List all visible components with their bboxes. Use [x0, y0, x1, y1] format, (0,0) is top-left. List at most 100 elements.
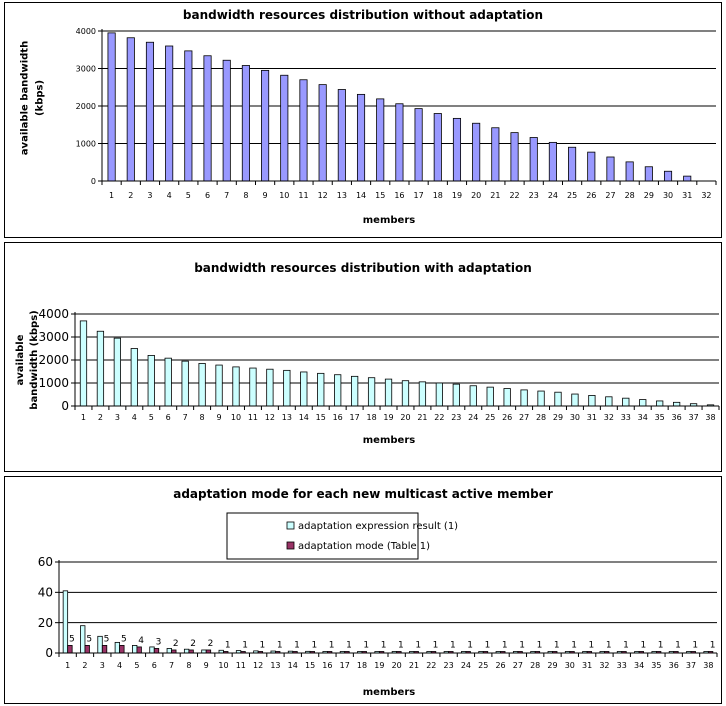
x-tick-label: 8: [200, 413, 205, 422]
x-tick-label: 4: [117, 661, 122, 670]
x-tick-label: 14: [299, 413, 309, 422]
x-tick-label: 20: [471, 191, 481, 200]
bandwidth-with-adaptation-chart: bandwidth resources distribution with ad…: [15, 261, 720, 446]
adaptation-mode-chart: adaptation mode for each new multicast a…: [38, 487, 718, 698]
x-tick-label: 13: [282, 413, 292, 422]
data-label: 1: [692, 640, 698, 650]
x-tick-label: 16: [333, 413, 343, 422]
bar-adaptation-mode: [119, 645, 125, 654]
data-label: 1: [346, 640, 352, 650]
bar-bandwidth: [351, 375, 359, 407]
x-tick-label: 37: [686, 661, 696, 670]
bar-bandwidth: [510, 132, 519, 182]
bar-bandwidth: [203, 55, 212, 182]
x-tick-label: 4: [167, 191, 172, 200]
data-label: 1: [675, 640, 681, 650]
bar-bandwidth: [113, 337, 121, 407]
x-tick-label: 18: [366, 413, 376, 422]
bar-bandwidth: [198, 363, 206, 407]
x-tick-label: 31: [582, 661, 592, 670]
x-tick-label: 12: [253, 661, 263, 670]
bar-bandwidth: [384, 378, 393, 407]
x-tick-label: 38: [703, 661, 713, 670]
bar-bandwidth: [96, 330, 105, 407]
x-tick-label: 32: [701, 191, 711, 200]
bar-expression-result: [183, 648, 190, 654]
bar-bandwidth: [486, 386, 494, 407]
x-tick-label: 30: [570, 413, 580, 422]
bar-bandwidth: [184, 50, 193, 182]
x-tick-label: 27: [519, 413, 529, 422]
bar-expression-result: [114, 641, 121, 654]
x-tick-label: 28: [625, 191, 635, 200]
x-tick-label: 2: [128, 191, 133, 200]
y-tick-label: 3000: [76, 64, 96, 73]
x-tick-label: 30: [663, 191, 673, 200]
data-label: 1: [277, 640, 283, 650]
x-tick-label: 29: [547, 661, 557, 670]
data-label: 1: [311, 640, 317, 650]
x-tick-label: 7: [169, 661, 174, 670]
x-tick-label: 6: [152, 661, 157, 670]
bar-bandwidth: [568, 146, 577, 182]
x-tick-label: 11: [236, 661, 246, 670]
bar-bandwidth: [433, 113, 442, 182]
chart-panel-without-adaptation: bandwidth resources distribution without…: [4, 2, 722, 238]
bar-bandwidth: [283, 369, 291, 407]
bar-expression-result: [80, 625, 86, 654]
y-tick-label: 2000: [76, 102, 96, 111]
data-label: 1: [589, 640, 595, 650]
bar-bandwidth: [537, 390, 545, 407]
x-tick-label: 3: [147, 191, 152, 200]
bandwidth-without-adaptation-chart: bandwidth resources distribution without…: [20, 8, 717, 226]
data-label: 1: [519, 640, 525, 650]
legend-box: [226, 512, 419, 560]
bar-bandwidth: [126, 37, 135, 182]
bar-bandwidth: [299, 79, 308, 182]
data-label: 1: [606, 640, 612, 650]
bar-bandwidth: [107, 32, 116, 182]
x-tick-label: 10: [279, 191, 289, 200]
data-label: 5: [121, 634, 127, 644]
x-tick-label: 20: [400, 413, 410, 422]
x-tick-label: 17: [350, 413, 360, 422]
x-tick-label: 8: [186, 661, 191, 670]
bar-bandwidth: [300, 371, 308, 407]
bar-bandwidth: [683, 175, 692, 182]
y-tick-label: 0: [45, 646, 53, 660]
bar-bandwidth: [435, 382, 443, 407]
data-label: 2: [173, 639, 179, 649]
data-label: 5: [86, 634, 92, 644]
y-tick-label: 2000: [38, 353, 69, 367]
data-label: 1: [329, 640, 335, 650]
data-label: 1: [554, 640, 560, 650]
x-tick-label: 9: [217, 413, 222, 422]
data-label: 1: [260, 640, 266, 650]
x-tick-label: 11: [248, 413, 258, 422]
data-label: 2: [208, 639, 214, 649]
bar-bandwidth: [181, 360, 189, 407]
data-label: 1: [467, 640, 473, 650]
x-tick-label: 22: [426, 661, 436, 670]
bar-bandwidth: [317, 372, 325, 407]
x-tick-label: 34: [638, 413, 648, 422]
bar-bandwidth: [639, 399, 647, 407]
bar-bandwidth: [261, 69, 270, 182]
x-tick-label: 24: [468, 413, 478, 422]
bar-bandwidth: [491, 127, 500, 182]
x-tick-label: 36: [669, 661, 679, 670]
x-tick-label: 22: [509, 191, 519, 200]
x-tick-label: 28: [530, 661, 540, 670]
x-tick-label: 18: [357, 661, 367, 670]
data-label: 5: [69, 634, 75, 644]
y-axis-label: (kbps): [35, 80, 46, 116]
bar-bandwidth: [249, 367, 257, 407]
data-label: 1: [433, 640, 439, 650]
bar-expression-result: [149, 646, 155, 654]
x-tick-label: 16: [322, 661, 332, 670]
bar-bandwidth: [529, 137, 538, 182]
x-tick-label: 3: [115, 413, 120, 422]
x-tick-label: 32: [604, 413, 614, 422]
x-tick-label: 2: [82, 661, 87, 670]
bar-bandwidth: [215, 364, 223, 407]
